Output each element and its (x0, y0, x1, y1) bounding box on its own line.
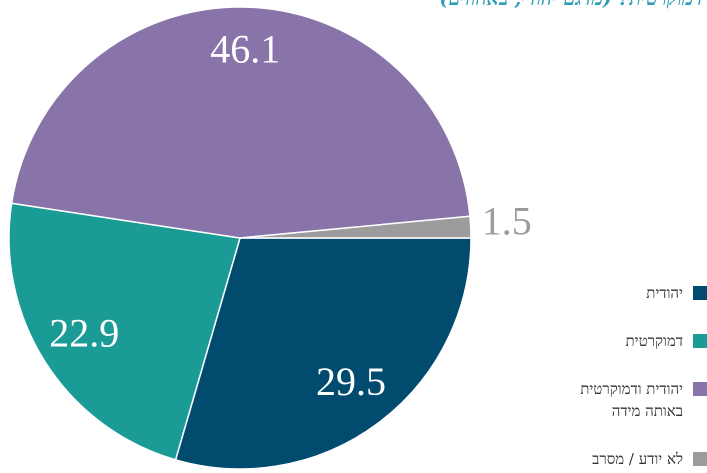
pie-slice (10, 6, 471, 239)
pie-slice (174, 237, 472, 470)
pie-slice (239, 215, 472, 239)
data-label: 29.5 (316, 359, 386, 404)
legend-swatch (693, 452, 707, 466)
legend-item: יהודית (507, 282, 707, 304)
data-label: 1.5 (482, 199, 532, 244)
legend-label: דמוקרטית (625, 332, 683, 350)
legend: יהודית דמוקרטית יהודית ודמוקרטית באותה מיד… (507, 282, 707, 473)
data-label: 22.9 (49, 311, 119, 356)
legend-swatch (693, 382, 707, 396)
legend-item: לא יודע / מסרב (507, 448, 707, 470)
legend-label: לא יודע / מסרב (592, 450, 683, 468)
legend-item: דמוקרטית (507, 330, 707, 352)
legend-swatch (693, 286, 707, 300)
legend-label: יהודית (646, 284, 683, 302)
legend-label: יהודית ודמוקרטית באותה מידה (580, 380, 683, 420)
pie-slice (8, 202, 241, 461)
legend-item: יהודית ודמוקרטית באותה מידה (507, 378, 707, 422)
chart-title: דמוקרטית? (מדגם יהודי, באחוזים) (439, 0, 703, 11)
legend-swatch (693, 334, 707, 348)
data-label: 46.1 (210, 26, 280, 71)
